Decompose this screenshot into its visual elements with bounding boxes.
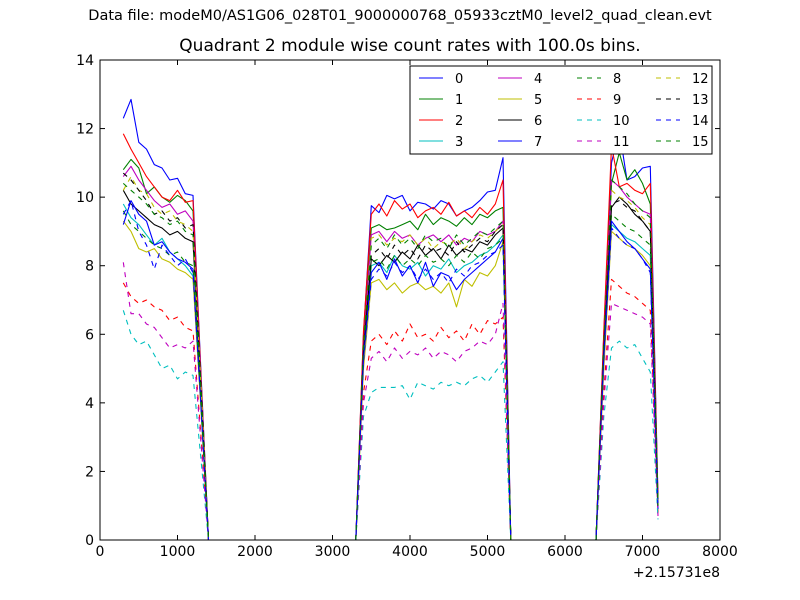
series-line-6-segment-2 (355, 227, 512, 540)
series-line-14-segment-2 (355, 244, 512, 540)
legend-label-2: 2 (455, 114, 463, 129)
axes-layer: 0 1000 2000 3000 4000 5000 6000 7000 80000246810… (76, 53, 738, 581)
x-tick-label: 7000 (625, 544, 661, 560)
series-line-9-segment-3 (595, 278, 659, 540)
figure-suptitle: Data file: modeM0/AS1G06_028T01_90000007… (88, 8, 712, 24)
series-line-14-segment-3 (595, 227, 659, 540)
series-line-11-segment-1 (122, 262, 210, 540)
series-line-11-segment-3 (595, 302, 659, 540)
chart-title: Quadrant 2 module wise count rates with … (179, 36, 641, 56)
series-line-10-segment-2 (355, 361, 512, 540)
legend-box (409, 65, 713, 155)
legend-label-7: 7 (534, 135, 542, 150)
series-line-8-segment-3 (595, 213, 659, 540)
x-tick-label: 6000 (547, 544, 583, 560)
legend-label-1: 1 (455, 93, 463, 108)
legend-label-0: 0 (455, 72, 463, 87)
legend-label-14: 14 (692, 114, 709, 129)
legend-label-12: 12 (692, 72, 709, 87)
legend-label-3: 3 (455, 135, 463, 150)
series-line-8-segment-1 (122, 210, 210, 540)
y-tick-label: 10 (76, 190, 94, 206)
x-offset-label: +2.15731e8 (633, 565, 720, 581)
legend-label-15: 15 (692, 135, 709, 150)
legend-label-10: 10 (613, 114, 630, 129)
y-tick-label: 0 (85, 533, 94, 549)
legend-label-5: 5 (534, 93, 542, 108)
series-line-14-segment-1 (122, 200, 210, 540)
series-line-15-segment-1 (122, 182, 210, 540)
series-line-2-segment-2 (355, 179, 512, 540)
series-line-12-segment-2 (355, 224, 512, 540)
series-line-9-segment-1 (122, 282, 210, 540)
series-line-3-segment-3 (595, 224, 659, 540)
series-line-12-segment-3 (595, 189, 659, 540)
legend-label-4: 4 (534, 72, 542, 87)
x-tick-label: 0 (96, 544, 105, 560)
series-line-1-segment-1 (122, 158, 210, 540)
series-lines-layer (122, 98, 659, 540)
series-line-10-segment-1 (122, 310, 210, 540)
y-tick-label: 8 (85, 259, 94, 275)
series-line-7-segment-2 (355, 237, 512, 540)
series-line-8-segment-2 (355, 237, 512, 540)
y-tick-label: 14 (76, 53, 94, 69)
series-line-13-segment-2 (355, 224, 512, 540)
legend-label-9: 9 (613, 93, 621, 108)
series-line-13-segment-1 (122, 172, 210, 540)
y-tick-label: 6 (85, 327, 94, 343)
legend-label-6: 6 (534, 114, 542, 129)
series-line-0-segment-2 (355, 157, 512, 540)
x-tick-label: 5000 (470, 544, 506, 560)
legend-label-8: 8 (613, 72, 621, 87)
x-tick-label: 8000 (702, 544, 738, 560)
series-line-9-segment-2 (355, 316, 512, 540)
x-tick-label: 1000 (160, 544, 196, 560)
series-line-15-segment-3 (595, 179, 659, 540)
y-tick-label: 2 (85, 464, 94, 480)
y-tick-label: 12 (76, 122, 94, 138)
x-tick-label: 3000 (315, 544, 351, 560)
series-line-2-segment-3 (595, 145, 659, 540)
series-line-3-segment-2 (355, 234, 512, 540)
x-tick-label: 4000 (392, 544, 428, 560)
series-line-5-segment-3 (595, 230, 659, 540)
legend-label-11: 11 (613, 135, 630, 150)
series-line-11-segment-2 (355, 302, 512, 540)
series-line-2-segment-1 (122, 133, 210, 540)
x-tick-label: 2000 (237, 544, 273, 560)
series-line-15-segment-2 (355, 220, 512, 540)
series-line-10-segment-3 (595, 340, 659, 540)
series-line-1-segment-2 (355, 206, 512, 540)
y-tick-label: 4 (85, 396, 94, 412)
series-line-4-segment-3 (595, 179, 659, 540)
legend-label-13: 13 (692, 93, 709, 108)
series-line-7-segment-3 (595, 220, 659, 540)
